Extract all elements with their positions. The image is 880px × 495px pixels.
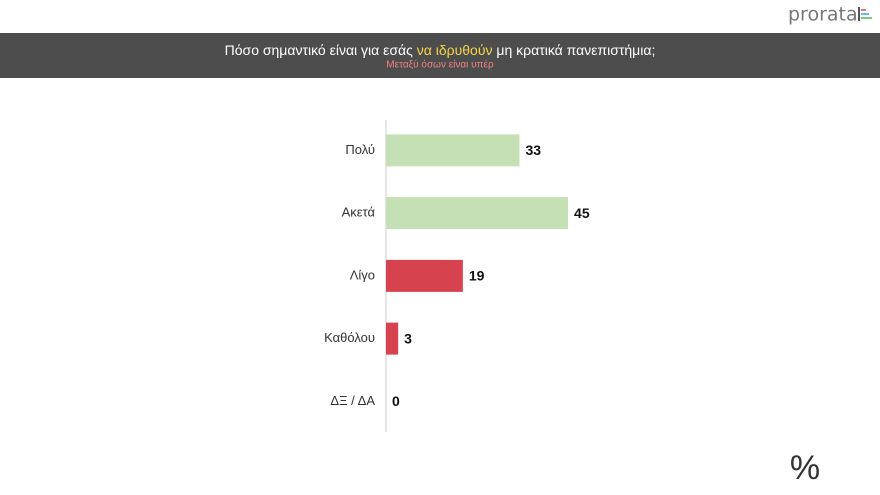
bar [386,134,520,167]
corner-symbol: % [790,449,820,487]
brand-logo: prorata [788,4,858,26]
title-part: Πόσο σημαντικό είναι για εσάς [225,42,417,58]
chart-subtitle: Μεταξύ όσων είναι υπέρ [386,59,494,71]
value-label: 0 [392,393,400,409]
bar [386,259,463,292]
category-label: Καθόλου [324,330,375,345]
value-label: 33 [526,142,542,158]
logo-icon [858,7,872,21]
header-band [0,33,880,78]
value-label: 19 [469,268,485,284]
chart-title: Πόσο σημαντικό είναι για εσάς να ιδρυθού… [225,42,656,58]
title-highlight: να ιδρυθούν [417,42,493,58]
category-label: ΔΞ / ΔΑ [330,393,375,408]
title-part: μη κρατικά πανεπιστήμια; [493,42,656,58]
bar [386,322,399,355]
category-label: Ακετά [342,205,376,220]
value-label: 45 [574,205,590,221]
category-label: Λίγο [350,267,375,282]
bar [386,197,569,230]
category-label: Πολύ [345,142,375,157]
value-label: 3 [404,330,412,346]
